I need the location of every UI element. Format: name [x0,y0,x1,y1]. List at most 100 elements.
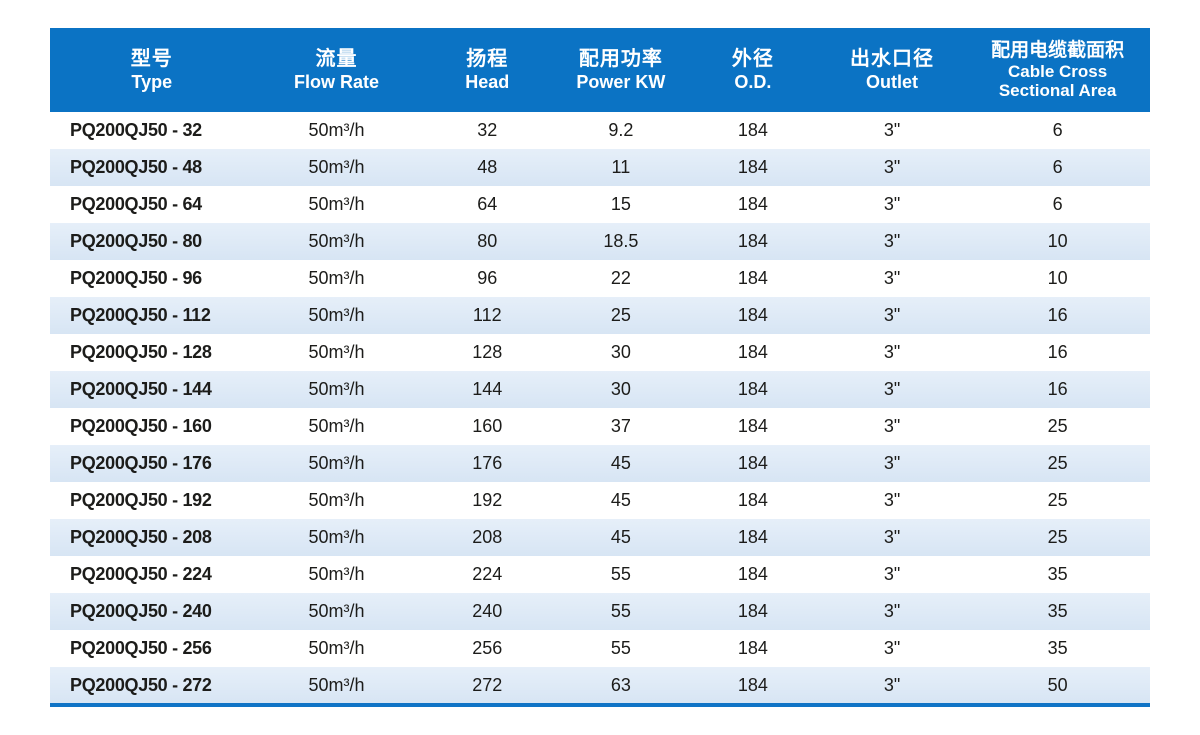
cell-power: 9.2 [554,112,687,149]
cell-type: PQ200QJ50 - 64 [50,186,254,223]
header-row: 型号 Type 流量 Flow Rate 扬程 Head 配用功率 Power KW 外径 O.D… [50,28,1150,112]
cell-cable: 6 [965,112,1150,149]
cell-power: 15 [554,186,687,223]
cell-cable: 50 [965,667,1150,704]
cell-head: 272 [419,667,555,704]
cell-outlet: 3" [818,223,966,260]
cell-type: PQ200QJ50 - 160 [50,408,254,445]
cell-type: PQ200QJ50 - 256 [50,630,254,667]
cell-type: PQ200QJ50 - 32 [50,112,254,149]
cell-flow: 50m³/h [253,667,420,704]
cell-cable: 16 [965,297,1150,334]
cell-flow: 50m³/h [253,223,420,260]
cell-outlet: 3" [818,297,966,334]
cell-od: 184 [686,408,819,445]
table-header: 型号 Type 流量 Flow Rate 扬程 Head 配用功率 Power KW 外径 O.D… [50,28,1150,112]
cell-od: 184 [686,519,819,556]
column-header-type-zh: 型号 [130,48,173,70]
cell-od: 184 [686,630,819,667]
cell-cable: 10 [965,223,1150,260]
cell-flow: 50m³/h [253,556,420,593]
column-header-flow-zh: 流量 [315,48,358,70]
table-row: PQ200QJ50 - 176 50m³/h 176 45 184 3" 25 [50,445,1150,482]
table-row: PQ200QJ50 - 128 50m³/h 128 30 184 3" 16 [50,334,1150,371]
column-header-cable-en2: Sectional Area [998,81,1117,100]
cell-od: 184 [686,186,819,223]
table-row: PQ200QJ50 - 144 50m³/h 144 30 184 3" 16 [50,371,1150,408]
cell-flow: 50m³/h [253,112,420,149]
column-header-head: 扬程 Head [419,28,555,112]
bottom-rule [50,703,1150,707]
cell-cable: 16 [965,371,1150,408]
cell-head: 256 [419,630,555,667]
cell-outlet: 3" [818,186,966,223]
cell-head: 64 [419,186,555,223]
column-header-power-en: Power KW [576,72,666,92]
cell-outlet: 3" [818,371,966,408]
cell-outlet: 3" [818,334,966,371]
cell-od: 184 [686,371,819,408]
column-header-outlet-zh: 出水口径 [850,48,935,70]
cell-cable: 35 [965,630,1150,667]
table-row: PQ200QJ50 - 112 50m³/h 112 25 184 3" 16 [50,297,1150,334]
column-header-flow: 流量 Flow Rate [253,28,420,112]
cell-flow: 50m³/h [253,186,420,223]
cell-od: 184 [686,297,819,334]
cell-od: 184 [686,445,819,482]
cell-outlet: 3" [818,556,966,593]
table-row: PQ200QJ50 - 48 50m³/h 48 11 184 3" 6 [50,149,1150,186]
cell-type: PQ200QJ50 - 48 [50,149,254,186]
cell-power: 25 [554,297,687,334]
cell-head: 240 [419,593,555,630]
cell-outlet: 3" [818,667,966,704]
cell-head: 208 [419,519,555,556]
cell-flow: 50m³/h [253,297,420,334]
cell-outlet: 3" [818,519,966,556]
cell-cable: 6 [965,149,1150,186]
column-header-cable-zh: 配用电缆截面积 [991,40,1125,61]
cell-cable: 35 [965,593,1150,630]
cell-power: 45 [554,519,687,556]
table-row: PQ200QJ50 - 256 50m³/h 256 55 184 3" 35 [50,630,1150,667]
cell-head: 128 [419,334,555,371]
cell-od: 184 [686,667,819,704]
cell-outlet: 3" [818,445,966,482]
cell-flow: 50m³/h [253,482,420,519]
table-row: PQ200QJ50 - 272 50m³/h 272 63 184 3" 50 [50,667,1150,704]
column-header-od: 外径 O.D. [686,28,819,112]
cell-od: 184 [686,593,819,630]
column-header-head-en: Head [465,72,510,92]
cell-type: PQ200QJ50 - 176 [50,445,254,482]
cell-head: 160 [419,408,555,445]
column-header-outlet-en: Outlet [866,72,919,92]
cell-head: 80 [419,223,555,260]
column-header-type: 型号 Type [50,28,254,112]
cell-type: PQ200QJ50 - 128 [50,334,254,371]
cell-head: 176 [419,445,555,482]
cell-flow: 50m³/h [253,408,420,445]
cell-cable: 25 [965,482,1150,519]
pump-spec-table: 型号 Type 流量 Flow Rate 扬程 Head 配用功率 Power KW 外径 O.D… [50,28,1150,704]
column-header-cable-en: Cable Cross [1007,62,1108,81]
cell-outlet: 3" [818,482,966,519]
cell-type: PQ200QJ50 - 112 [50,297,254,334]
cell-flow: 50m³/h [253,371,420,408]
cell-type: PQ200QJ50 - 80 [50,223,254,260]
table-row: PQ200QJ50 - 32 50m³/h 32 9.2 184 3" 6 [50,112,1150,149]
cell-outlet: 3" [818,112,966,149]
cell-od: 184 [686,112,819,149]
cell-cable: 6 [965,186,1150,223]
cell-cable: 10 [965,260,1150,297]
cell-flow: 50m³/h [253,149,420,186]
cell-head: 144 [419,371,555,408]
cell-flow: 50m³/h [253,260,420,297]
cell-type: PQ200QJ50 - 192 [50,482,254,519]
column-header-head-zh: 扬程 [466,48,509,70]
cell-od: 184 [686,260,819,297]
table-row: PQ200QJ50 - 96 50m³/h 96 22 184 3" 10 [50,260,1150,297]
column-header-od-en: O.D. [734,72,772,92]
cell-od: 184 [686,556,819,593]
cell-outlet: 3" [818,149,966,186]
cell-od: 184 [686,223,819,260]
